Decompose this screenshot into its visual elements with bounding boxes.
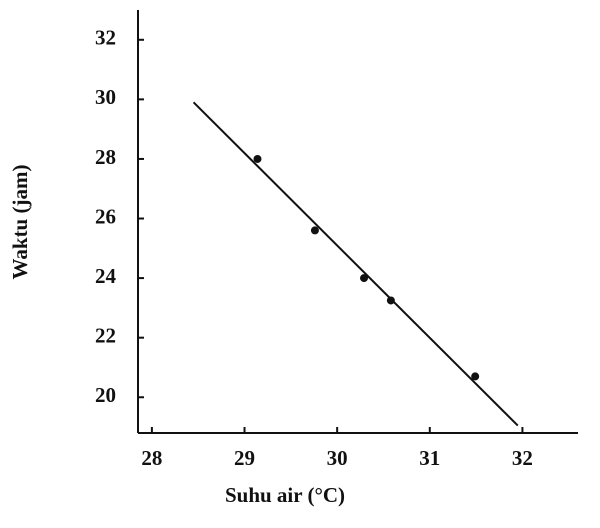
trend-line: [192, 101, 519, 427]
y-tick-label: 22: [95, 323, 116, 347]
x-tick-label: 28: [141, 446, 162, 470]
point: [386, 296, 395, 305]
point: [253, 154, 262, 163]
y-tick-label: 32: [95, 26, 116, 50]
point: [310, 226, 319, 235]
y-tick-label: 24: [95, 264, 117, 288]
point: [471, 372, 480, 381]
x-tick-label: 29: [234, 446, 255, 470]
x-tick-label: 31: [419, 446, 440, 470]
point: [360, 274, 369, 283]
y-axis-label: Waktu (jam): [8, 165, 32, 280]
x-axis-label: Suhu air (°C): [225, 483, 345, 507]
y-tick-label: 30: [95, 85, 116, 109]
y-tick-label: 28: [95, 145, 116, 169]
y-tick-label: 26: [95, 204, 116, 228]
y-tick-label: 20: [95, 383, 116, 407]
x-tick-label: 32: [512, 446, 533, 470]
x-tick-label: 30: [327, 446, 348, 470]
